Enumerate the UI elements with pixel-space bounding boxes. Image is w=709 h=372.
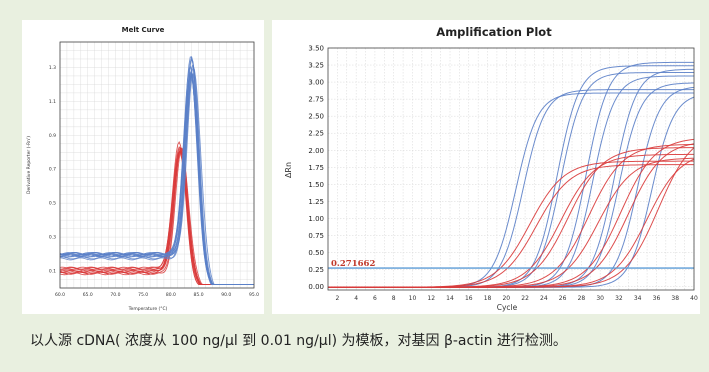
melt-tick-labels: 60.0 65.0 70.0 75.0 80.0 85.0 90.0 95.0 0.1 0.3 0.… — [49, 65, 259, 298]
amp-y-tick-label: 2.00 — [308, 147, 324, 155]
amp-x-tick-label: 40 — [690, 295, 698, 302]
amp-x-tick-label: 16 — [465, 295, 473, 302]
amp-y-tick-label: 0.00 — [308, 283, 324, 291]
amplification-curve — [328, 92, 694, 288]
amplification-curve — [328, 164, 694, 288]
amp-series — [328, 61, 695, 288]
amp-y-tick-label: 0.75 — [308, 232, 324, 240]
amplification-curve — [328, 147, 695, 288]
amp-x-tick-label: 30 — [596, 295, 604, 302]
melt-grid — [59, 41, 255, 289]
amp-y-tick-label: 3.00 — [308, 79, 324, 87]
amp-y-tick-label: 3.25 — [308, 62, 324, 70]
amp-x-tick-label: 8 — [392, 295, 396, 302]
melt-x-tick-label: 80.0 — [166, 292, 176, 298]
melt-y-tick-label: 0.1 — [49, 269, 56, 275]
melt-x-tick-label: 70.0 — [110, 292, 120, 298]
amp-y-tick-label: 2.50 — [308, 113, 324, 121]
melt-y-tick-label: 0.9 — [49, 133, 56, 139]
melt-y-tick-label: 0.7 — [49, 167, 56, 173]
amp-x-tick-label: 38 — [671, 295, 679, 302]
amp-x-tick-label: 26 — [559, 295, 567, 302]
melt-curve-panel: Melt Curve Temperature (°C) Derivative R… — [22, 20, 264, 314]
melt-y-tick-label: 1.1 — [49, 99, 56, 105]
melt-y-tick-label: 0.3 — [49, 235, 56, 241]
amplification-curve — [328, 89, 694, 288]
melt-y-axis-label: Derivative Reporter (-Rn') — [26, 136, 32, 194]
melt-x-tick-label: 90.0 — [221, 292, 231, 298]
amp-x-tick-label: 20 — [502, 295, 510, 302]
figure-caption: 以人源 cDNA( 浓度从 100 ng/μl 到 0.01 ng/μl) 为模… — [30, 333, 567, 349]
melt-curve-line — [59, 75, 254, 286]
melt-x-tick-label: 65.0 — [83, 292, 93, 298]
melt-x-axis-label: Temperature (°C) — [128, 306, 168, 312]
amp-y-tick-label: 1.00 — [308, 215, 324, 223]
amp-threshold: 0.271662 — [328, 259, 694, 269]
amp-x-tick-label: 28 — [578, 295, 586, 302]
amp-y-tick-label: 1.25 — [308, 198, 324, 206]
melt-curve-chart: Melt Curve Temperature (°C) Derivative R… — [26, 26, 259, 312]
amp-x-tick-label: 14 — [446, 295, 454, 302]
amplification-curve — [328, 86, 695, 288]
amplification-curve — [328, 153, 695, 288]
amp-x-tick-label: 2 — [335, 295, 339, 302]
amp-y-tick-label: 0.25 — [308, 266, 324, 274]
melt-x-tick-label: 60.0 — [55, 292, 65, 298]
melt-curve-title: Melt Curve — [122, 26, 165, 34]
amp-y-tick-label: 1.75 — [308, 164, 324, 172]
melt-y-tick-label: 0.5 — [49, 201, 56, 207]
melt-x-tick-label: 85.0 — [194, 292, 204, 298]
amp-y-tick-label: 0.50 — [308, 249, 324, 257]
amplification-curve — [328, 143, 695, 288]
melt-y-tick-label: 1.3 — [49, 65, 56, 71]
amp-x-tick-label: 32 — [615, 295, 623, 302]
amp-x-tick-label: 18 — [484, 295, 492, 302]
amp-x-tick-label: 36 — [653, 295, 661, 302]
melt-x-tick-label: 75.0 — [138, 292, 148, 298]
amp-x-tick-label: 12 — [427, 295, 435, 302]
amp-x-tick-label: 24 — [540, 295, 548, 302]
amp-x-tick-label: 34 — [634, 295, 642, 302]
amplification-plot-title: Amplification Plot — [436, 25, 552, 39]
amp-x-tick-label: 10 — [409, 295, 417, 302]
amp-plot-frame — [327, 47, 695, 291]
amp-tick-labels: 2 4 6 8 10 12 14 16 18 20 22 24 26 28 30 32 34 36 38 400.00… — [308, 45, 698, 303]
melt-x-tick-label: 95.0 — [249, 292, 259, 298]
amp-y-tick-label: 2.25 — [308, 130, 324, 138]
melt-series — [59, 55, 254, 286]
amp-x-axis-label: Cycle — [497, 303, 518, 312]
amp-y-tick-label: 2.75 — [308, 96, 324, 104]
amp-x-tick-label: 22 — [521, 295, 529, 302]
amp-y-axis-label: ΔRn — [284, 162, 293, 178]
amp-y-tick-label: 3.50 — [308, 45, 324, 53]
amp-x-tick-label: 6 — [373, 295, 377, 302]
amp-x-tick-label: 4 — [354, 295, 358, 302]
threshold-label: 0.271662 — [331, 259, 375, 269]
melt-plot-frame — [59, 41, 255, 289]
amp-y-tick-label: 1.50 — [308, 181, 324, 189]
amp-grid — [328, 47, 695, 290]
amplification-curve — [328, 82, 695, 288]
